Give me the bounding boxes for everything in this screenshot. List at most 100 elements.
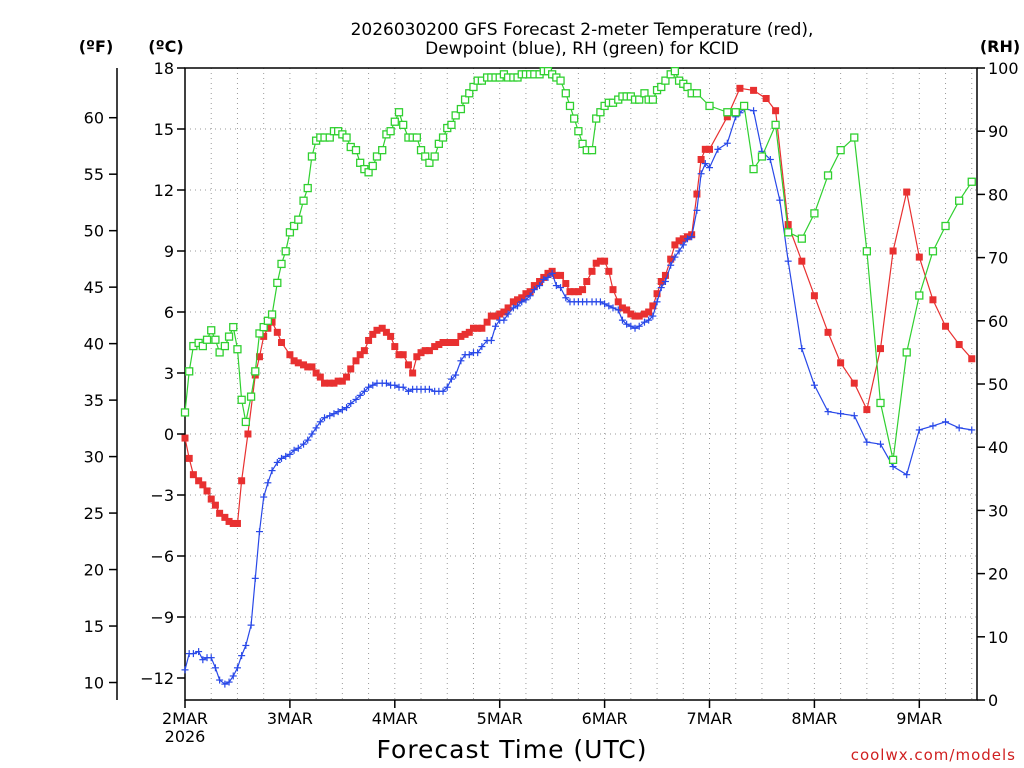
data-point <box>509 298 517 306</box>
data-point <box>461 330 469 338</box>
data-point <box>430 152 439 161</box>
data-point <box>928 247 938 256</box>
x-tick-label: 7MAR <box>686 709 732 728</box>
data-point <box>536 282 544 290</box>
data-point <box>469 82 478 92</box>
data-point <box>661 76 670 85</box>
data-point <box>395 351 403 359</box>
data-point <box>514 302 522 310</box>
data-point <box>460 95 470 104</box>
fahrenheit-tick-label: 45 <box>84 278 104 297</box>
data-point <box>334 377 342 385</box>
data-point <box>180 408 190 417</box>
data-point <box>207 326 216 335</box>
fahrenheit-tick-label: 35 <box>84 391 104 410</box>
rh-tick-label: 60 <box>988 312 1008 331</box>
series-dewpoint <box>181 105 976 688</box>
data-point <box>268 467 276 475</box>
chart-title-line1: 2026030200 GFS Forecast 2-meter Temperat… <box>351 20 814 40</box>
data-point <box>474 349 482 357</box>
data-point <box>185 367 194 376</box>
data-point <box>850 133 859 142</box>
data-point <box>609 304 617 312</box>
data-point <box>648 95 658 104</box>
data-point <box>378 146 387 155</box>
data-point <box>557 284 565 292</box>
data-point <box>706 145 714 153</box>
data-point <box>229 322 238 332</box>
data-point <box>850 379 858 387</box>
data-point <box>185 454 193 462</box>
celsius-tick-label: −6 <box>150 547 174 566</box>
data-point <box>614 298 622 306</box>
data-point <box>189 471 197 479</box>
data-point <box>304 363 312 371</box>
data-point <box>862 247 872 256</box>
data-point <box>679 241 687 249</box>
data-point <box>251 367 260 376</box>
data-point <box>876 345 884 353</box>
data-point <box>640 310 648 318</box>
data-point <box>447 120 456 130</box>
data-point <box>583 278 591 285</box>
data-point <box>863 406 871 414</box>
fahrenheit-tick-label: 15 <box>84 617 104 636</box>
data-point <box>247 621 255 629</box>
data-point <box>360 347 368 355</box>
rh-tick-label: 100 <box>988 59 1019 78</box>
data-point <box>968 426 976 434</box>
data-point <box>278 339 286 346</box>
data-point <box>211 335 220 344</box>
celsius-tick-label: 0 <box>164 425 174 444</box>
data-point <box>181 666 189 674</box>
data-point <box>548 269 556 277</box>
data-point <box>342 133 351 142</box>
data-point <box>465 328 473 336</box>
data-point <box>509 304 517 312</box>
data-point <box>207 495 215 503</box>
data-point <box>762 95 770 102</box>
data-point <box>487 312 495 320</box>
series-rh <box>180 67 976 464</box>
data-point <box>776 196 784 204</box>
data-point <box>369 381 377 389</box>
data-point <box>675 237 683 245</box>
data-point <box>492 322 500 330</box>
data-point <box>915 291 924 300</box>
data-point <box>425 347 433 355</box>
data-point <box>784 228 793 237</box>
data-point <box>688 233 696 241</box>
data-point <box>413 353 421 361</box>
data-point <box>661 271 669 279</box>
data-point <box>836 146 845 155</box>
data-point <box>263 316 273 325</box>
data-point <box>225 517 233 525</box>
data-point <box>623 320 631 328</box>
data-point <box>478 324 486 332</box>
data-point <box>439 387 447 395</box>
data-point <box>915 253 923 261</box>
data-point <box>530 282 538 290</box>
data-point <box>456 104 466 114</box>
data-point <box>457 357 465 365</box>
data-point <box>202 335 212 344</box>
data-point <box>504 310 512 318</box>
data-point <box>286 450 294 458</box>
data-point <box>772 107 780 115</box>
data-point <box>640 318 648 326</box>
data-point <box>290 446 298 454</box>
celsius-tick-label: 6 <box>164 303 174 322</box>
data-point <box>692 89 702 98</box>
celsius-tick-label: −12 <box>140 669 174 688</box>
data-point <box>518 298 526 306</box>
data-point <box>903 471 911 479</box>
data-point <box>416 146 426 155</box>
data-point <box>351 146 361 155</box>
data-point <box>587 146 597 155</box>
data-point <box>697 156 705 163</box>
data-point <box>683 82 692 92</box>
rh-axis-unit: (RH) <box>980 37 1020 56</box>
data-point <box>530 286 538 294</box>
data-point <box>207 654 215 662</box>
data-point <box>229 519 237 527</box>
